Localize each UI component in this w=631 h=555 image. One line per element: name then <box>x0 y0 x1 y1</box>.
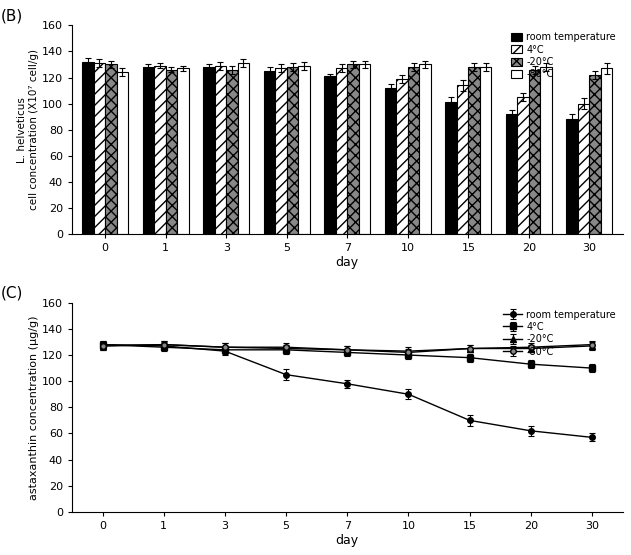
Legend: room temperature, 4°C, -20°C, -80°C: room temperature, 4°C, -20°C, -80°C <box>509 30 618 82</box>
Bar <box>408 67 420 234</box>
Text: (C): (C) <box>0 286 23 301</box>
Bar <box>286 67 298 234</box>
Bar <box>529 70 540 234</box>
Bar <box>154 66 166 234</box>
Bar <box>264 71 275 234</box>
Bar <box>480 67 492 234</box>
Y-axis label: astaxanthin concentration (μg/g): astaxanthin concentration (μg/g) <box>29 315 39 500</box>
Bar <box>275 68 286 234</box>
Bar <box>203 67 215 234</box>
Bar <box>93 63 105 234</box>
Bar <box>359 64 370 234</box>
Bar <box>166 70 177 234</box>
Bar <box>82 62 93 234</box>
Bar <box>385 88 396 234</box>
Bar <box>468 67 480 234</box>
Bar <box>517 97 529 234</box>
Bar <box>238 63 249 234</box>
X-axis label: day: day <box>336 256 359 269</box>
Bar <box>117 72 128 234</box>
Bar <box>298 66 310 234</box>
Bar <box>457 85 468 234</box>
X-axis label: day: day <box>336 534 359 547</box>
Text: (B): (B) <box>0 8 23 23</box>
Bar <box>143 67 154 234</box>
Bar <box>177 68 189 234</box>
Bar <box>227 70 238 234</box>
Y-axis label: L. helveticus
cell concentration (X10⁷ cell/g): L. helveticus cell concentration (X10⁷ c… <box>18 49 39 210</box>
Bar <box>396 79 408 234</box>
Bar <box>589 75 601 234</box>
Bar <box>347 64 359 234</box>
Bar <box>567 119 578 234</box>
Bar <box>445 102 457 234</box>
Bar <box>420 64 431 234</box>
Bar <box>601 68 612 234</box>
Bar <box>215 66 227 234</box>
Bar <box>540 67 552 234</box>
Bar <box>506 114 517 234</box>
Legend: room temperature, 4°C, -20°C, -80°C: room temperature, 4°C, -20°C, -80°C <box>501 307 618 359</box>
Bar <box>336 68 347 234</box>
Bar <box>578 104 589 234</box>
Bar <box>105 64 117 234</box>
Bar <box>324 76 336 234</box>
